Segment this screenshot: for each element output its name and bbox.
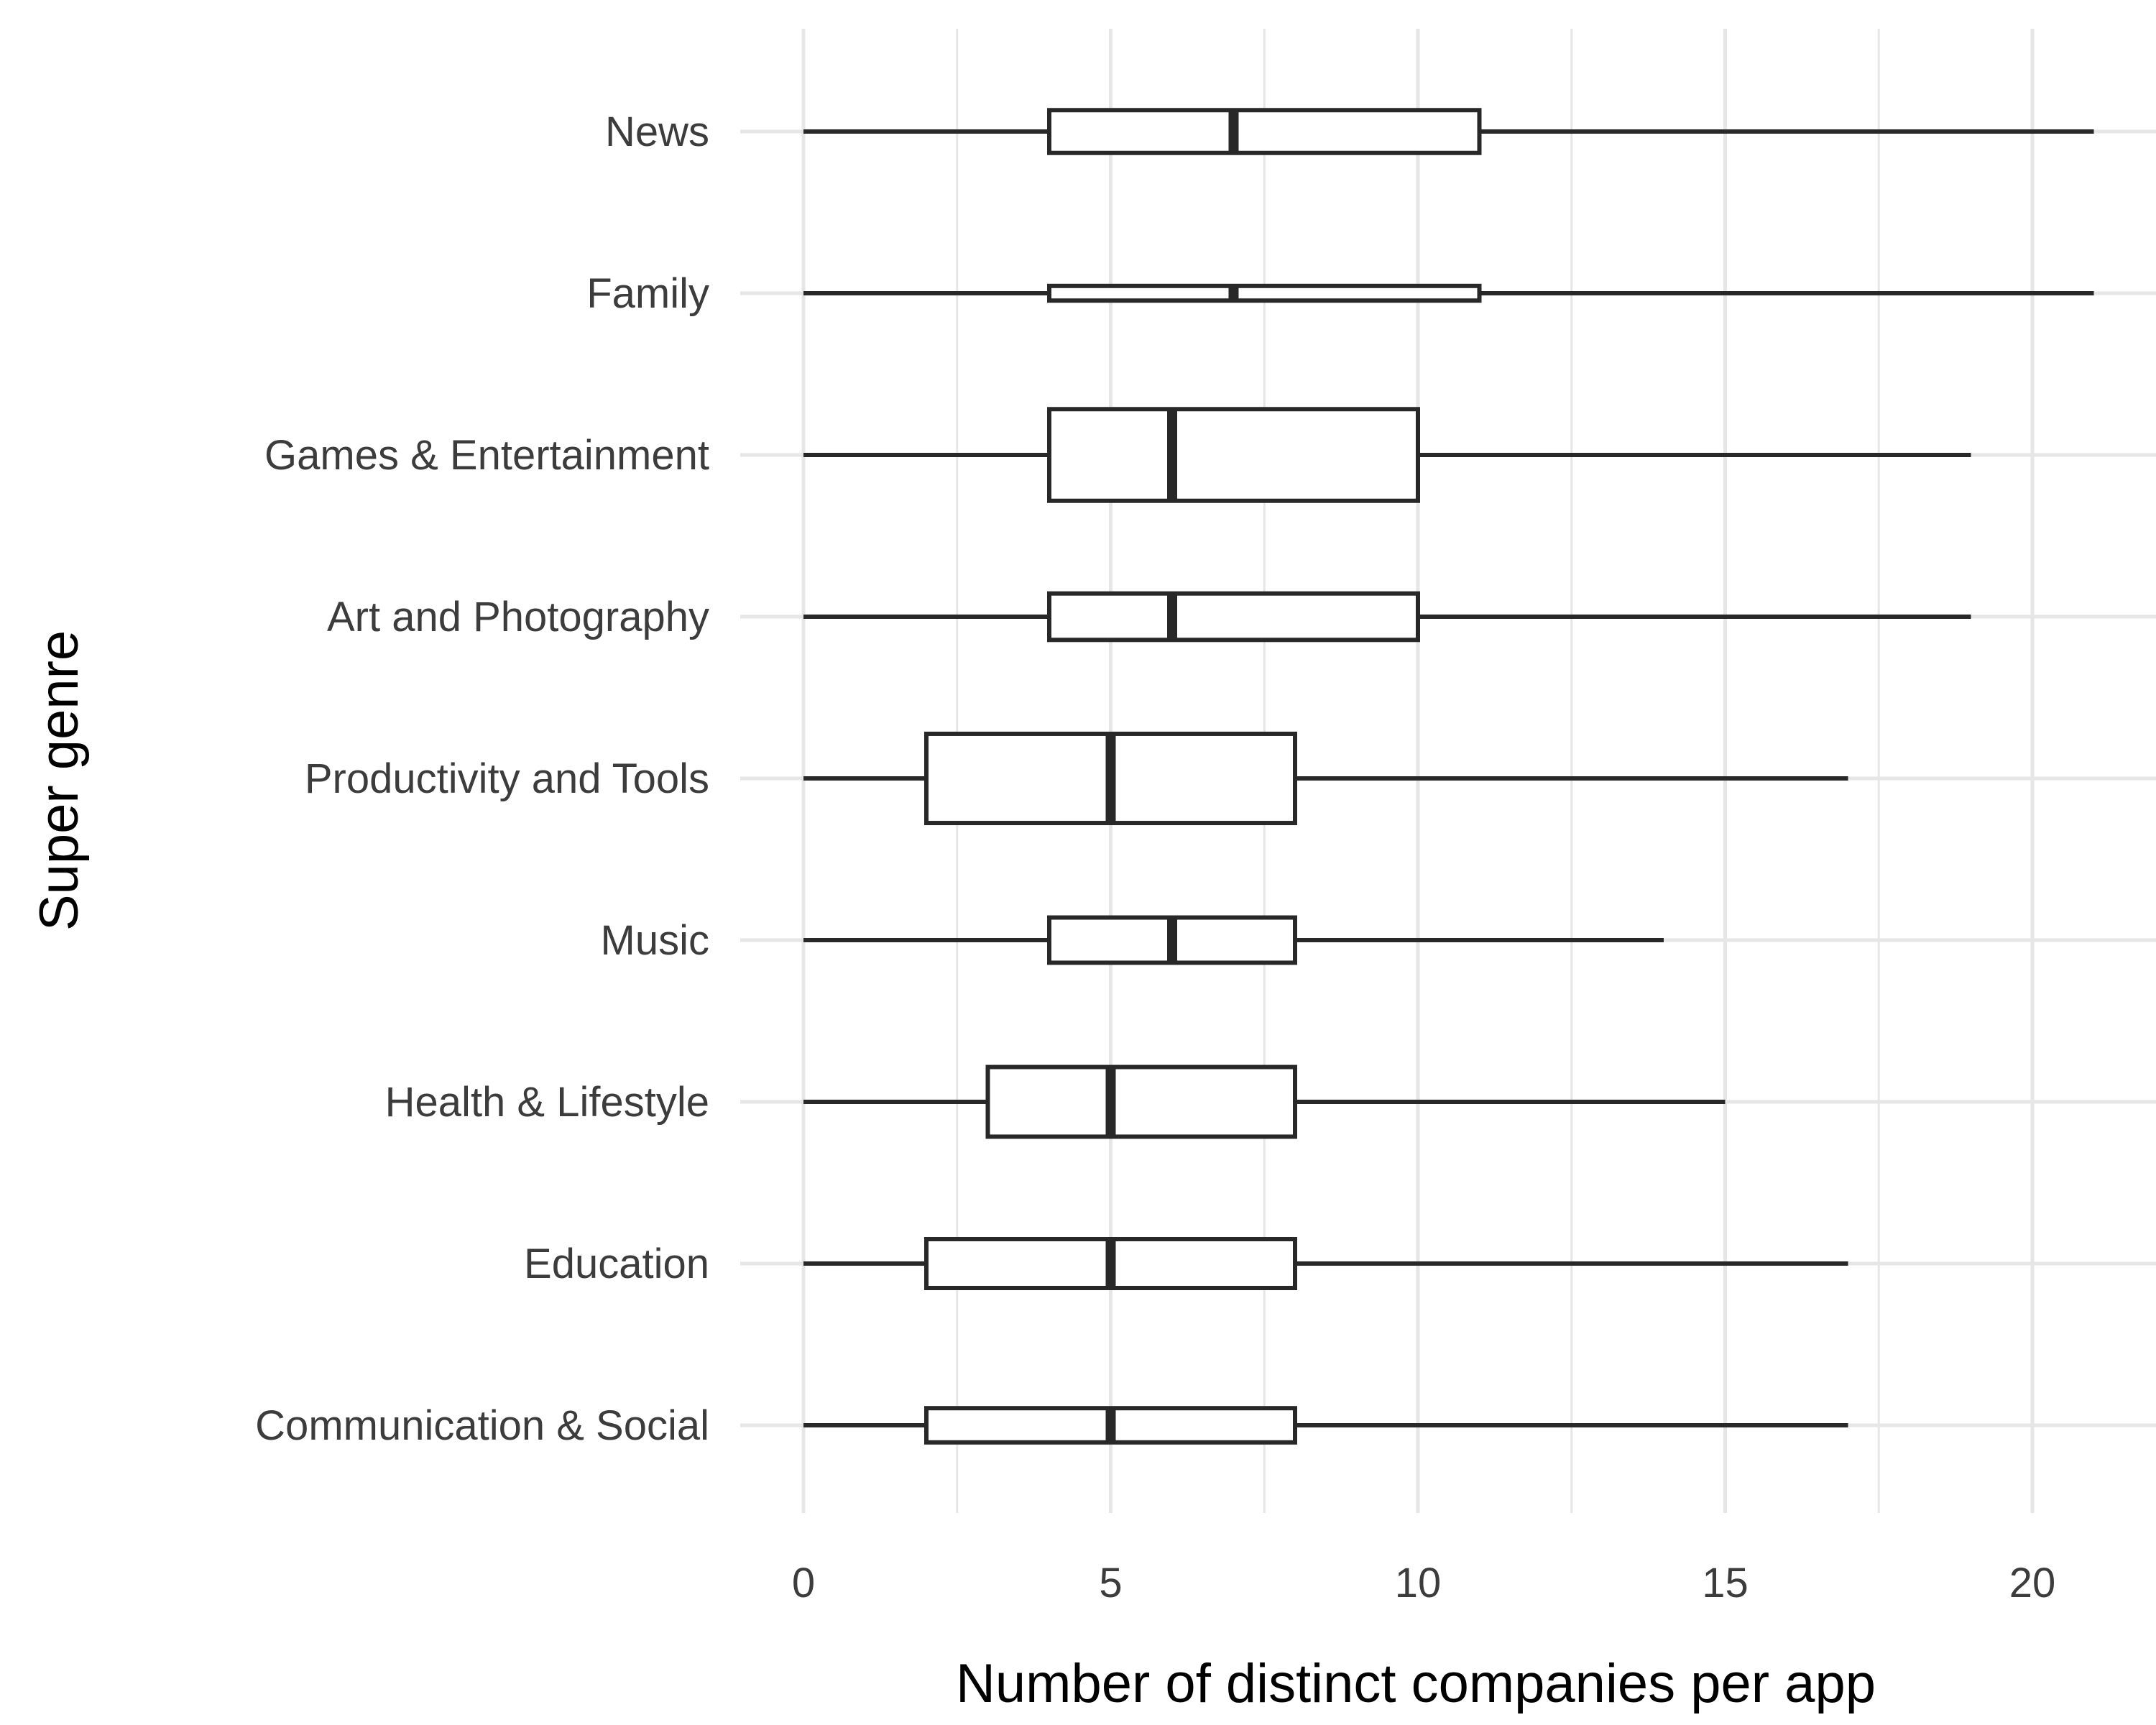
x-tick-label: 20 (2009, 1560, 2056, 1606)
box-education (803, 1237, 1848, 1290)
x-tick-label: 10 (1395, 1560, 1442, 1606)
y-tick-label: Communication & Social (255, 1402, 709, 1449)
box-family (803, 283, 2094, 303)
box-iqr (1047, 591, 1420, 643)
box-iqr (985, 1064, 1297, 1139)
x-tick-label: 0 (792, 1560, 815, 1606)
box-games-entertainment (803, 407, 1971, 503)
box-news (803, 108, 2094, 155)
y-tick-label: Art and Photography (327, 594, 709, 640)
y-tick-label: Games & Entertainment (264, 432, 709, 479)
box-iqr (1047, 283, 1482, 303)
y-tick-label: Music (601, 917, 709, 964)
box-art-and-photography (803, 591, 1971, 643)
box-productivity-and-tools (803, 731, 1848, 826)
y-tick-label: Productivity and Tools (305, 755, 709, 802)
box-communication-social (803, 1406, 1848, 1445)
x-tick-label: 5 (1099, 1560, 1122, 1606)
x-axis-title: Number of distinct companies per app (956, 1653, 1876, 1714)
boxes (803, 108, 2094, 1445)
box-iqr (1047, 108, 1482, 155)
y-tick-label: Health & Lifestyle (385, 1079, 709, 1126)
y-tick-label: News (605, 109, 709, 155)
x-tick-labels: 0 5 10 15 20 (792, 1560, 2055, 1606)
box-iqr (1047, 407, 1420, 503)
x-tick-label: 15 (1702, 1560, 1749, 1606)
box-health-lifestyle (803, 1064, 1726, 1139)
y-tick-label: Family (586, 270, 709, 317)
y-tick-labels: News Family Games & Entertainment Art and P… (255, 109, 709, 1449)
box-music (803, 915, 1664, 965)
y-axis-title: Super genre (29, 630, 90, 931)
y-tick-label: Education (524, 1241, 709, 1287)
